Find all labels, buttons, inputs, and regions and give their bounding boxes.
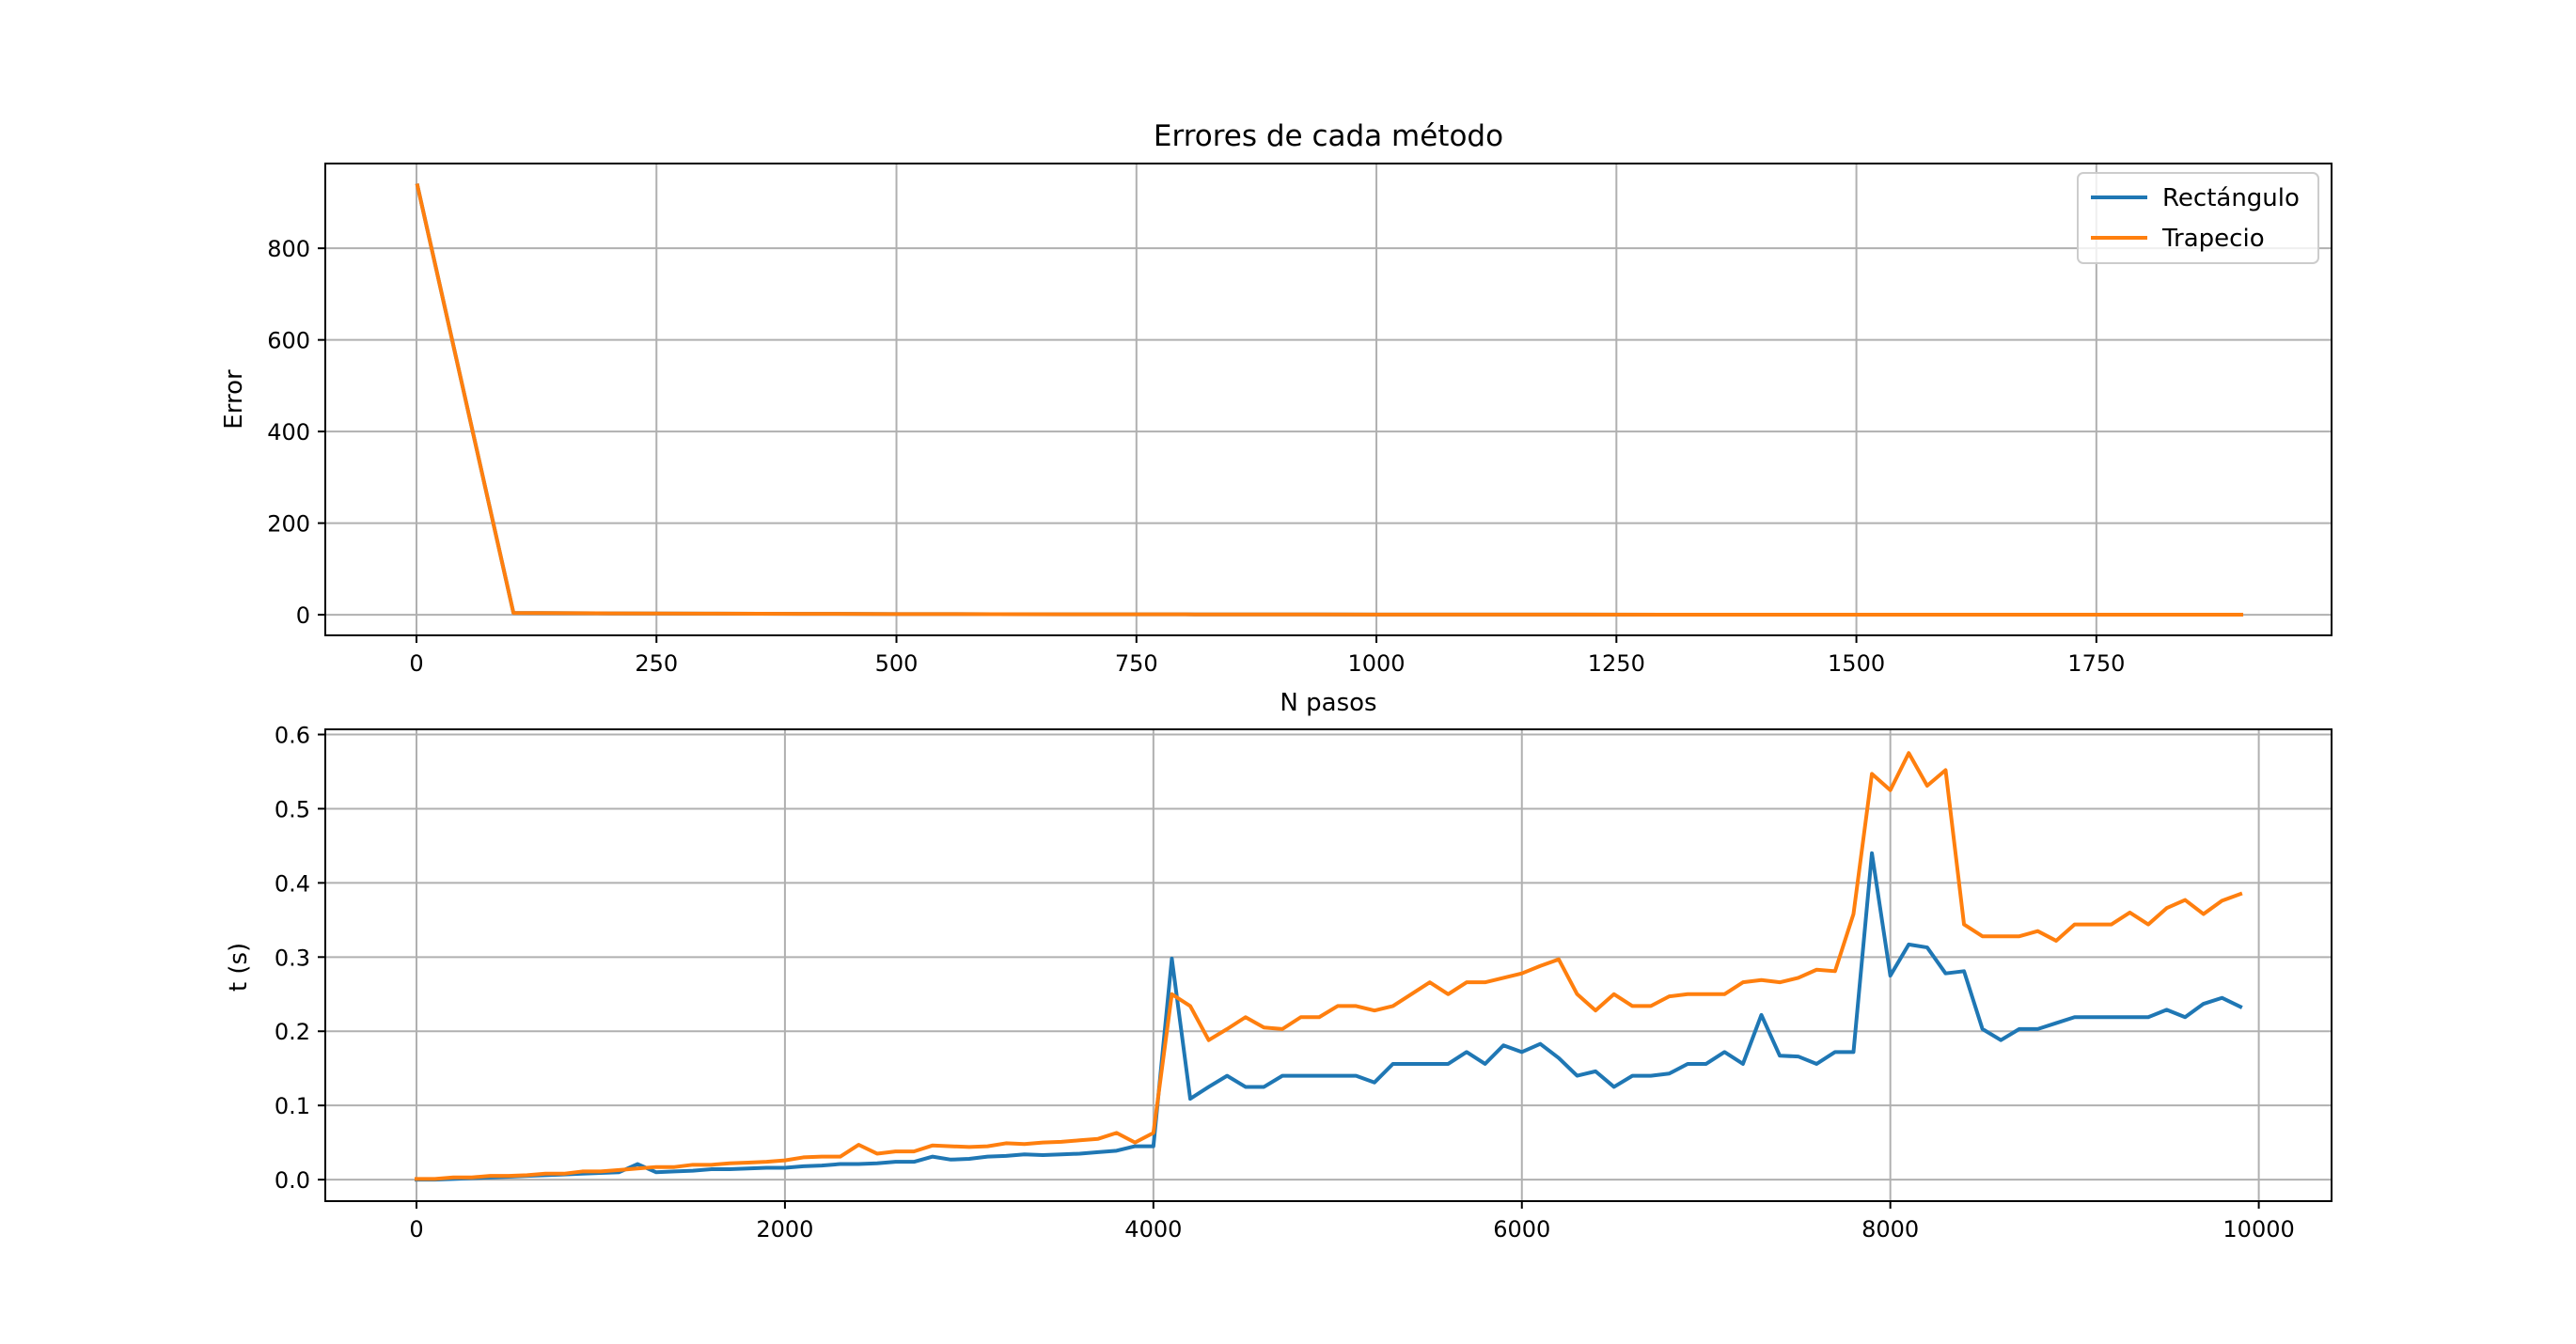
time-y-tick-label: 0.0 (275, 1167, 310, 1194)
error-plot-frame (324, 163, 2333, 636)
error-x-tick-label: 1750 (2067, 650, 2125, 677)
error-grid (325, 164, 2332, 635)
time-y-tick-label: 0.4 (275, 870, 310, 897)
legend-label-rectangulo: Rectángulo (2162, 184, 2300, 212)
time-series-group (415, 751, 2243, 1182)
error-y-tick-label: 0 (296, 602, 310, 629)
error-y-tick-label: 800 (267, 236, 310, 262)
time-series-line-trapecio (415, 751, 2243, 1181)
time-x-tick-label: 10000 (2223, 1216, 2294, 1242)
error-subplot: Errores de cada método 0 250 500 750 1000 125… (220, 119, 2333, 717)
time-ticks: 0 2000 4000 6000 8000 10000 0.0 0.1 0.2 0.3 0.4 0.5… (275, 723, 2295, 1242)
error-x-tick-label: 1500 (1828, 650, 1885, 677)
error-y-tick-label: 600 (267, 328, 310, 354)
legend: Rectángulo Trapecio (2077, 172, 2319, 264)
error-y-tick-label: 400 (267, 419, 310, 445)
time-subplot: 0 2000 4000 6000 8000 10000 0.0 0.1 0.2 0.3 0.4 0.5… (225, 723, 2333, 1242)
time-series-line-rectangulo (415, 851, 2243, 1182)
time-y-tick-label: 0.2 (275, 1019, 310, 1045)
error-chart-title: Errores de cada método (1154, 119, 1503, 153)
time-plot-frame (324, 728, 2333, 1202)
time-x-tick-label: 2000 (756, 1216, 813, 1242)
time-x-tick-label: 8000 (1861, 1216, 1919, 1242)
error-x-tick-label: 750 (1115, 650, 1158, 677)
legend-label-trapecio: Trapecio (2161, 225, 2265, 253)
error-x-tick-label: 1000 (1348, 650, 1406, 677)
time-x-tick-label: 6000 (1493, 1216, 1550, 1242)
time-y-axis-label: t (s) (225, 943, 253, 992)
error-y-axis-label: Error (220, 369, 248, 430)
error-x-tick-label: 500 (875, 650, 919, 677)
error-x-tick-label: 1250 (1588, 650, 1645, 677)
time-grid (325, 729, 2332, 1201)
error-x-axis-label: N pasos (1280, 689, 1376, 717)
error-ticks: 0 250 500 750 1000 1250 1500 1750 0 200 400 600 800 (267, 236, 2125, 677)
time-y-tick-label: 0.5 (275, 796, 310, 822)
error-x-tick-label: 250 (635, 650, 678, 677)
error-series-line-trapecio (415, 183, 2244, 617)
error-y-tick-label: 200 (267, 511, 310, 538)
time-x-tick-label: 0 (409, 1216, 423, 1242)
error-series-group (415, 183, 2244, 617)
error-x-tick-label: 0 (409, 650, 423, 677)
time-x-tick-label: 4000 (1124, 1216, 1182, 1242)
time-y-tick-label: 0.3 (275, 945, 310, 971)
time-y-tick-label: 0.6 (275, 723, 310, 749)
time-y-tick-label: 0.1 (275, 1093, 310, 1119)
error-series-line-rectangulo (415, 183, 2244, 617)
